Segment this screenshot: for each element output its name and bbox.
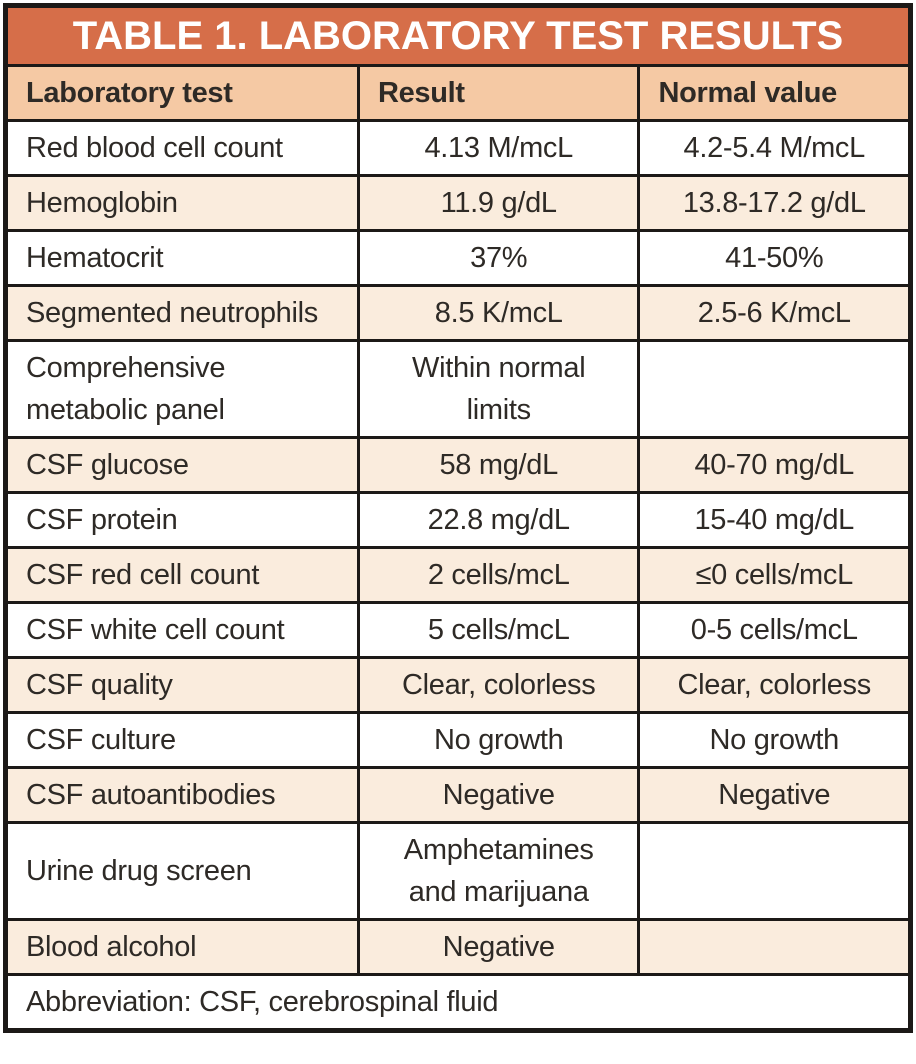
normal-value-cell: ≤0 cells/mcL xyxy=(637,546,912,604)
result-cell: No growth xyxy=(356,711,641,769)
result-cell: 8.5 K/mcL xyxy=(356,284,641,342)
result-cell: 2 cells/mcL xyxy=(356,546,641,604)
table-row: Hemoglobin 11.9 g/dL 13.8-17.2 g/dL xyxy=(4,174,912,232)
normal-value-cell: 15-40 mg/dL xyxy=(637,491,912,549)
table-row: Urine drug screen Amphetamines and mariju… xyxy=(4,821,912,921)
normal-value-cell: 13.8-17.2 g/dL xyxy=(637,174,912,232)
column-header-normal-value: Normal value xyxy=(637,64,912,122)
table-row: CSF quality Clear, colorless Clear, colorl… xyxy=(4,656,912,714)
test-name-cell: Hemoglobin xyxy=(4,174,360,232)
normal-value-cell: No growth xyxy=(637,711,912,769)
result-cell: Within normal limits xyxy=(356,339,641,439)
test-name-cell: CSF protein xyxy=(4,491,360,549)
result-cell: 11.9 g/dL xyxy=(356,174,641,232)
normal-value-cell: 0-5 cells/mcL xyxy=(637,601,912,659)
normal-value-cell: Clear, colorless xyxy=(637,656,912,714)
result-cell: 4.13 M/mcL xyxy=(356,119,641,177)
test-name-cell: CSF white cell count xyxy=(4,601,360,659)
column-header-row: Laboratory test Result Normal value xyxy=(4,64,912,122)
test-name-cell: CSF quality xyxy=(4,656,360,714)
lab-results-table: TABLE 1. LABORATORY TEST RESULTS Laborat… xyxy=(3,3,913,1033)
table-frame: TABLE 1. LABORATORY TEST RESULTS Laborat… xyxy=(3,3,913,1033)
table-row: CSF white cell count 5 cells/mcL 0-5 cells… xyxy=(4,601,912,659)
result-cell: Negative xyxy=(356,918,641,976)
test-name-cell: Urine drug screen xyxy=(4,821,360,921)
normal-value-cell: 41-50% xyxy=(637,229,912,287)
table-row: CSF glucose 58 mg/dL 40-70 mg/dL xyxy=(4,436,912,494)
test-name-cell: CSF glucose xyxy=(4,436,360,494)
result-cell: 58 mg/dL xyxy=(356,436,641,494)
table-row: Red blood cell count 4.13 M/mcL 4.2-5.4 M/… xyxy=(4,119,912,177)
normal-value-cell: 40-70 mg/dL xyxy=(637,436,912,494)
table-row: Blood alcohol Negative xyxy=(4,918,912,976)
result-cell: 5 cells/mcL xyxy=(356,601,641,659)
table-row: CSF autoantibodies Negative Negative xyxy=(4,766,912,824)
normal-value-cell xyxy=(637,821,912,921)
table-row: Segmented neutrophils 8.5 K/mcL 2.5-6 K/mc… xyxy=(4,284,912,342)
test-name-cell: Comprehensive metabolic panel xyxy=(4,339,360,439)
abbreviation-note: Abbreviation: CSF, cerebrospinal fluid xyxy=(4,973,912,1032)
result-cell: Clear, colorless xyxy=(356,656,641,714)
title-row: TABLE 1. LABORATORY TEST RESULTS xyxy=(4,4,912,67)
test-name-cell: CSF red cell count xyxy=(4,546,360,604)
column-header-laboratory-test: Laboratory test xyxy=(4,64,360,122)
result-cell: 37% xyxy=(356,229,641,287)
test-name-cell: CSF autoantibodies xyxy=(4,766,360,824)
normal-value-cell: 4.2-5.4 M/mcL xyxy=(637,119,912,177)
table-row: Hematocrit 37% 41-50% xyxy=(4,229,912,287)
lab-table-body: Red blood cell count 4.13 M/mcL 4.2-5.4 M/… xyxy=(4,119,912,976)
footnote-row: Abbreviation: CSF, cerebrospinal fluid xyxy=(4,973,912,1032)
table-title: TABLE 1. LABORATORY TEST RESULTS xyxy=(4,4,912,67)
normal-value-cell: Negative xyxy=(637,766,912,824)
table-row: Comprehensive metabolic panel Within norm… xyxy=(4,339,912,439)
result-cell: Amphetamines and marijuana xyxy=(356,821,641,921)
normal-value-cell: 2.5-6 K/mcL xyxy=(637,284,912,342)
test-name-cell: Hematocrit xyxy=(4,229,360,287)
test-name-cell: CSF culture xyxy=(4,711,360,769)
test-name-cell: Segmented neutrophils xyxy=(4,284,360,342)
test-name-cell: Blood alcohol xyxy=(4,918,360,976)
result-cell: Negative xyxy=(356,766,641,824)
normal-value-cell xyxy=(637,918,912,976)
table-row: CSF protein 22.8 mg/dL 15-40 mg/dL xyxy=(4,491,912,549)
test-name-cell: Red blood cell count xyxy=(4,119,360,177)
table-row: CSF red cell count 2 cells/mcL ≤0 cells/mc… xyxy=(4,546,912,604)
normal-value-cell xyxy=(637,339,912,439)
column-header-result: Result xyxy=(356,64,641,122)
result-cell: 22.8 mg/dL xyxy=(356,491,641,549)
table-row: CSF culture No growth No growth xyxy=(4,711,912,769)
